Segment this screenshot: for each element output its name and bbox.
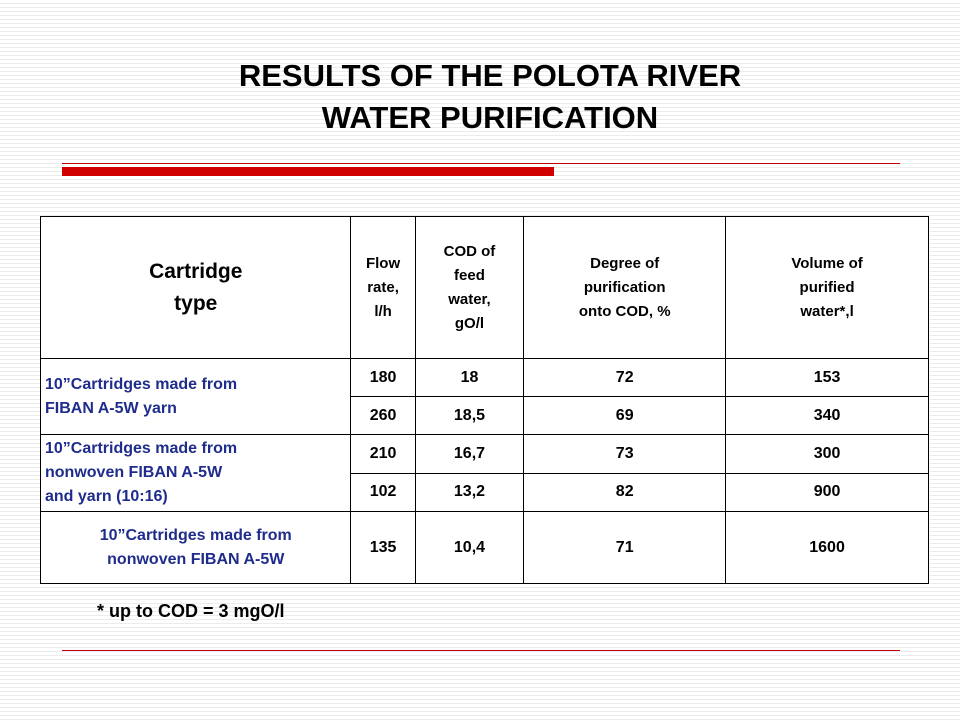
cod-cell: 13,2 bbox=[414, 472, 525, 512]
cartridge-type-cell: 10”Cartridges made from nonwoven FIBAN A… bbox=[39, 434, 352, 512]
volume-cell: 900 bbox=[725, 472, 929, 512]
table-row: 10”Cartridges made from nonwoven FIBAN A… bbox=[39, 434, 929, 512]
volume-cell: 153 bbox=[725, 358, 929, 397]
flow-rate-cell: 210 bbox=[350, 434, 416, 474]
degree-cell: 82 bbox=[523, 472, 727, 512]
cartridge-type-cell: 10”Cartridges made from FIBAN A-5W yarn bbox=[39, 358, 352, 435]
header-cartridge-type: Cartridge type bbox=[39, 216, 352, 359]
table-row: 260 18,5 69 340 bbox=[41, 396, 929, 435]
results-table: Cartridge type Flow rate, l/h COD of fee… bbox=[39, 216, 929, 584]
cod-cell: 16,7 bbox=[414, 434, 525, 474]
slide-title: RESULTS OF THE POLOTA RIVER WATER PURIFI… bbox=[0, 55, 960, 139]
table-row: 10”Cartridges made from nonwoven FIBAN A… bbox=[39, 511, 929, 584]
bottom-divider bbox=[62, 650, 900, 651]
header-cod-feed-water: COD of feed water, gO/l bbox=[414, 216, 525, 359]
volume-cell: 1600 bbox=[725, 511, 929, 584]
cod-cell: 18 bbox=[414, 358, 525, 397]
table-row: 10”Cartridges made from FIBAN A-5W yarn … bbox=[39, 358, 929, 435]
flow-rate-cell: 102 bbox=[350, 472, 416, 512]
cartridge-type-cell: 10”Cartridges made from nonwoven FIBAN A… bbox=[39, 511, 352, 584]
header-flow-rate: Flow rate, l/h bbox=[350, 216, 416, 359]
degree-cell: 73 bbox=[523, 434, 727, 474]
degree-cell: 71 bbox=[523, 511, 727, 584]
volume-cell: 300 bbox=[725, 434, 929, 474]
volume-cell: 340 bbox=[725, 396, 929, 435]
footnote: * up to COD = 3 mgO/l bbox=[97, 601, 285, 621]
flow-rate-cell: 260 bbox=[350, 396, 416, 435]
flow-rate-cell: 180 bbox=[350, 358, 416, 397]
header-row: Cartridge type Flow rate, l/h COD of fee… bbox=[39, 216, 929, 359]
title-line-2: WATER PURIFICATION bbox=[321, 100, 659, 135]
flow-rate-cell: 135 bbox=[350, 511, 416, 584]
header-volume-purified-water: Volume of purified water*,l bbox=[725, 216, 929, 359]
title-line-1: RESULTS OF THE POLOTA RIVER bbox=[238, 58, 742, 93]
table-row: 102 13,2 82 900 bbox=[41, 472, 929, 512]
degree-cell: 69 bbox=[523, 396, 727, 435]
top-divider-thick bbox=[62, 167, 554, 176]
header-degree-of-purification: Degree of purification onto COD, % bbox=[523, 216, 727, 359]
cod-cell: 10,4 bbox=[414, 511, 525, 584]
cod-cell: 18,5 bbox=[414, 396, 525, 435]
degree-cell: 72 bbox=[523, 358, 727, 397]
top-divider-thin bbox=[62, 163, 900, 164]
